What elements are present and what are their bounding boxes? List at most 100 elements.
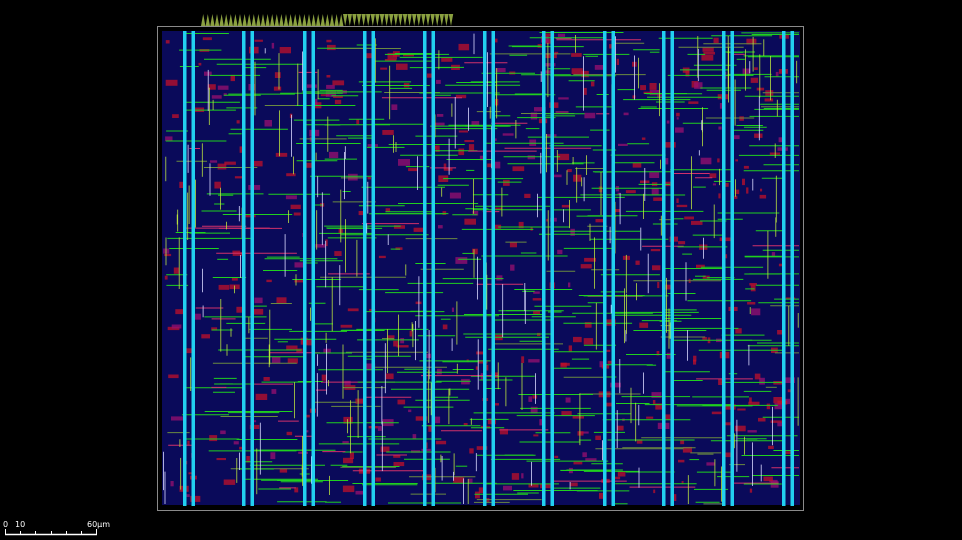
- cell: [632, 95, 636, 99]
- cell: [532, 395, 538, 399]
- io-pin: [237, 14, 243, 26]
- cell: [571, 68, 583, 75]
- cell: [327, 44, 336, 51]
- cell: [333, 95, 343, 98]
- cell: [760, 188, 763, 192]
- io-pin: [325, 14, 330, 26]
- io-pin: [320, 14, 325, 26]
- cell: [290, 204, 301, 209]
- cell: [510, 264, 515, 271]
- cell: [533, 291, 540, 294]
- cell: [274, 72, 281, 78]
- cell: [348, 173, 358, 181]
- cell: [393, 225, 405, 229]
- io-pin: [219, 14, 224, 26]
- cell: [585, 458, 597, 462]
- cell: [646, 416, 654, 419]
- cell: [326, 39, 332, 43]
- cell: [303, 414, 310, 418]
- cell: [478, 487, 486, 494]
- io-pin: [398, 14, 403, 26]
- cell: [524, 193, 531, 198]
- cell: [561, 411, 572, 416]
- cell: [458, 130, 469, 133]
- io-pin: [356, 14, 362, 26]
- cell: [617, 471, 626, 477]
- cell: [553, 174, 562, 178]
- cell: [613, 209, 621, 213]
- cell: [209, 435, 218, 442]
- io-pin: [205, 14, 210, 26]
- io-pin: [412, 14, 417, 26]
- cell: [696, 264, 705, 268]
- cell: [528, 396, 533, 402]
- cell: [387, 335, 395, 340]
- cell: [387, 52, 397, 60]
- cell: [655, 403, 664, 410]
- cell: [666, 120, 670, 124]
- cell: [503, 485, 512, 491]
- cell: [175, 309, 186, 315]
- cell: [413, 227, 425, 232]
- io-pin: [251, 14, 256, 26]
- cell: [391, 104, 398, 110]
- cell: [625, 190, 636, 194]
- cell: [385, 373, 394, 380]
- cell: [218, 284, 230, 290]
- cell: [217, 85, 229, 90]
- io-pin: [343, 14, 348, 26]
- cell: [289, 113, 293, 118]
- cell: [164, 275, 168, 280]
- cell: [712, 183, 716, 186]
- cell: [495, 207, 503, 210]
- io-pin: [425, 14, 431, 26]
- io-pins: [201, 14, 454, 26]
- cell: [676, 198, 679, 203]
- cell: [344, 380, 351, 386]
- cell: [557, 33, 566, 37]
- cell: [747, 302, 756, 305]
- cell: [232, 250, 241, 253]
- cell: [675, 127, 684, 133]
- cell: [252, 420, 257, 423]
- cell: [763, 476, 773, 482]
- cell: [486, 498, 490, 503]
- cell: [768, 445, 774, 449]
- cell: [396, 345, 409, 348]
- cell: [464, 140, 475, 143]
- cell: [605, 402, 615, 407]
- cell: [754, 133, 763, 138]
- cell: [676, 112, 680, 117]
- cell: [254, 297, 263, 304]
- cell: [449, 192, 461, 199]
- io-pin: [214, 14, 220, 26]
- io-pin: [435, 14, 440, 26]
- io-pin: [402, 14, 408, 26]
- cell: [476, 351, 484, 355]
- cell: [234, 176, 245, 179]
- cell: [569, 482, 578, 487]
- io-pin: [270, 14, 275, 26]
- cell: [663, 414, 671, 421]
- cell: [358, 211, 365, 216]
- cell: [458, 148, 465, 156]
- cell: [476, 446, 488, 450]
- die-boundary: [157, 26, 804, 511]
- io-pin: [279, 14, 284, 26]
- io-pin: [389, 14, 394, 26]
- cell: [315, 244, 326, 248]
- cell: [777, 330, 784, 335]
- cell: [509, 242, 517, 248]
- cell: [271, 389, 277, 394]
- io-pin: [306, 14, 312, 26]
- cell: [334, 251, 342, 256]
- cell: [554, 51, 559, 55]
- cell: [685, 69, 690, 77]
- io-pin: [416, 14, 421, 26]
- cell: [773, 397, 783, 404]
- cell: [393, 340, 398, 347]
- io-pin: [370, 14, 375, 26]
- cell: [595, 435, 601, 440]
- cell: [320, 94, 330, 97]
